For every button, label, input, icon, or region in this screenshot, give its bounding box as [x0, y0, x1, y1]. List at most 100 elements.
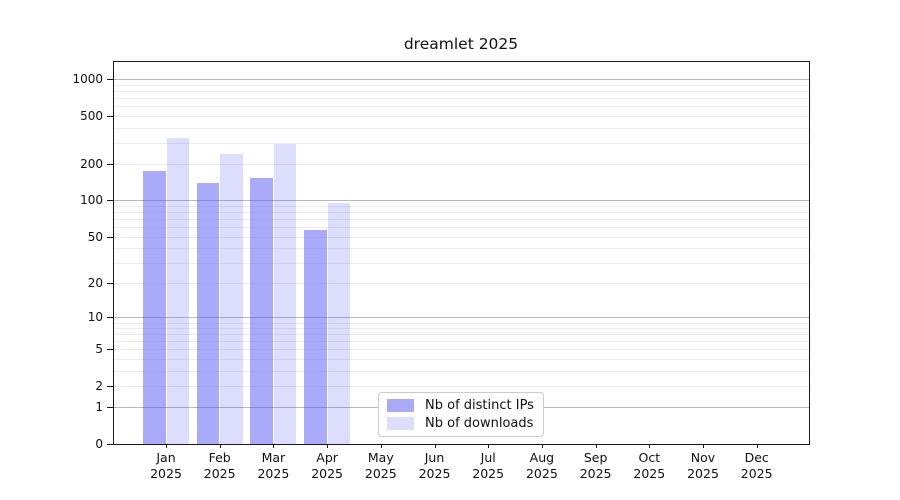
y-tick-label: 2 [95, 379, 103, 394]
gridline-minor [113, 164, 809, 166]
y-tick-label: 50 [87, 229, 103, 244]
y-tick-mark [107, 115, 113, 117]
x-tick-year: 2025 [740, 466, 773, 481]
bar-jan-downloads [166, 137, 189, 444]
plot-area [113, 61, 809, 444]
x-tick-mark [541, 444, 543, 448]
y-tick-label: 10 [87, 310, 103, 325]
gridline-minor [113, 248, 809, 250]
y-tick-mark [107, 164, 113, 166]
x-tick-label: Aug 2025 [510, 450, 574, 482]
x-tick-mark [649, 444, 651, 448]
y-tick-label: 5 [95, 342, 103, 357]
x-tick-mark [327, 444, 329, 448]
y-tick-mark [107, 236, 113, 238]
gridline-minor [113, 386, 809, 388]
x-tick-label: Oct 2025 [617, 450, 681, 482]
x-tick-year: 2025 [579, 466, 612, 481]
x-tick-month: Feb [208, 450, 231, 465]
gridline-minor [113, 219, 809, 221]
gridline-minor [113, 85, 809, 86]
gridline-minor [113, 227, 809, 229]
gridline-minor [113, 127, 809, 129]
x-tick-label: Jul 2025 [456, 450, 520, 482]
x-tick-mark [488, 444, 490, 448]
y-tick-mark [107, 317, 113, 319]
y-tick-label: 500 [80, 108, 103, 123]
gridline-minor [113, 236, 809, 238]
y-tick-label: 1000 [72, 72, 103, 87]
x-tick-year: 2025 [633, 466, 666, 481]
bar-feb-distinct-ips [196, 182, 220, 444]
legend: Nb of distinct IPs Nb of downloads [378, 392, 544, 437]
x-tick-label: Apr 2025 [295, 450, 359, 482]
x-tick-mark [380, 444, 382, 448]
legend-label-distinct-ips: Nb of distinct IPs [425, 398, 534, 413]
x-tick-year: 2025 [687, 466, 719, 481]
x-tick-month: Dec [744, 450, 769, 465]
x-tick-month: Jun [424, 450, 445, 465]
x-tick-month: Apr [316, 450, 338, 465]
y-tick-label: 0 [95, 437, 103, 451]
x-tick-mark [273, 444, 275, 448]
bar-jan-distinct-ips [143, 171, 166, 444]
gridline-minor [113, 370, 809, 372]
gridline-minor [113, 106, 809, 108]
x-tick-mark [756, 444, 758, 448]
y-tick-label: 20 [87, 276, 103, 291]
bar-mar-distinct-ips [250, 177, 273, 444]
x-tick-label: Jun 2025 [403, 450, 467, 482]
y-tick-mark [107, 283, 113, 285]
gridline-minor [113, 328, 809, 330]
y-tick-mark [107, 200, 113, 202]
y-tick-label: 100 [80, 193, 103, 208]
y-tick-mark [107, 349, 113, 351]
gridline-minor [113, 115, 809, 117]
x-tick-month: May [367, 450, 394, 465]
x-tick-year: 2025 [418, 466, 451, 481]
x-tick-month: Aug [529, 450, 555, 465]
x-tick-year: 2025 [257, 466, 290, 481]
gridline-minor [113, 205, 809, 207]
x-tick-mark [595, 444, 597, 448]
y-tick-label: 200 [80, 157, 103, 172]
gridline-major [113, 200, 809, 202]
x-tick-label: Mar 2025 [241, 450, 305, 482]
bar-apr-downloads [327, 203, 351, 444]
x-tick-label: Feb 2025 [188, 450, 252, 482]
x-tick-year: 2025 [364, 466, 397, 481]
x-tick-label: Jan 2025 [134, 450, 198, 482]
gridline-minor [113, 349, 809, 351]
gridline-minor [113, 142, 809, 144]
x-tick-label: May 2025 [349, 450, 413, 482]
gridline-minor [113, 341, 809, 343]
legend-item-downloads: Nb of downloads [387, 416, 535, 431]
x-tick-label: Sep 2025 [564, 450, 628, 482]
gridline-minor [113, 91, 809, 93]
legend-item-distinct-ips: Nb of distinct IPs [387, 398, 535, 413]
y-tick-mark [107, 386, 113, 388]
gridline-minor [113, 359, 809, 361]
bar-feb-downloads [220, 153, 243, 444]
x-tick-mark [219, 444, 221, 448]
x-tick-year: 2025 [203, 466, 236, 481]
x-tick-month: Nov [690, 450, 716, 465]
x-tick-month: Sep [583, 450, 608, 465]
chart-title: dreamlet 2025 [403, 35, 519, 53]
bar-mar-downloads [273, 143, 297, 444]
x-tick-year: 2025 [150, 466, 182, 481]
x-tick-year: 2025 [472, 466, 505, 481]
x-tick-label: Nov 2025 [671, 450, 735, 482]
gridline-minor [113, 262, 809, 264]
gridline-minor [113, 322, 809, 324]
x-tick-month: Jan [156, 450, 176, 465]
x-tick-mark [703, 444, 704, 448]
gridline-minor [113, 334, 809, 336]
gridline-major [113, 317, 809, 319]
gridline-minor [113, 98, 809, 100]
y-tick-mark [107, 444, 113, 445]
legend-label-downloads: Nb of downloads [425, 416, 534, 431]
y-tick-mark [107, 407, 113, 409]
x-tick-mark [434, 444, 436, 448]
